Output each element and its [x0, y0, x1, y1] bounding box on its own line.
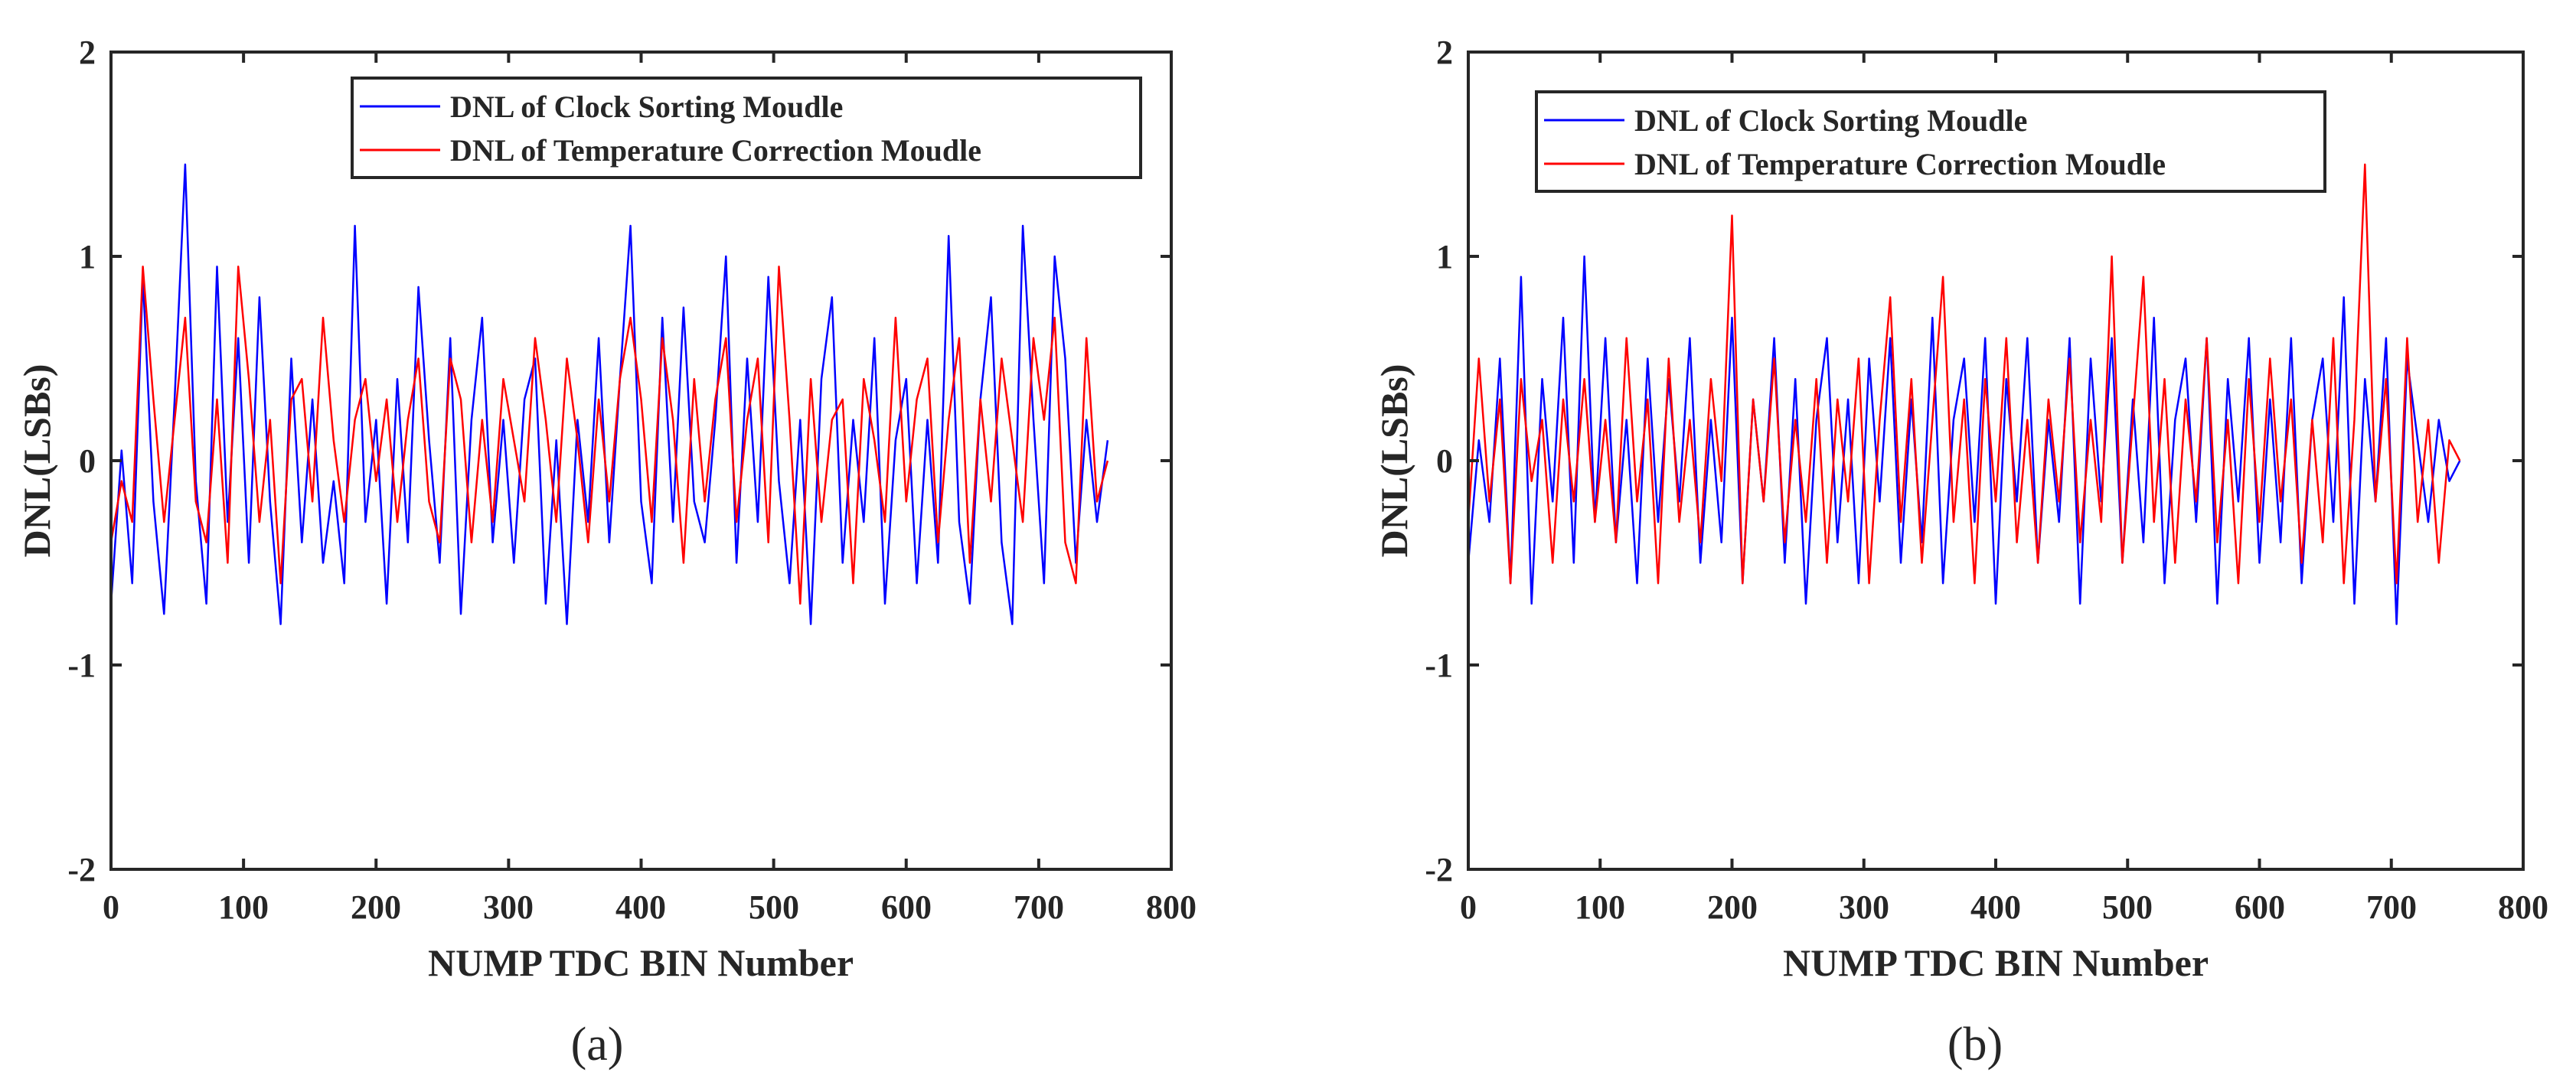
- x-tick-label: 0: [1460, 888, 1477, 926]
- x-tick-label: 300: [1839, 888, 1889, 926]
- legend-box: [1535, 90, 2326, 193]
- panel-a: 2 1 0 -1 -2 0 100 200 300 400 500 600 70…: [15, 34, 1197, 1071]
- series-line-temperature-correction: [1467, 163, 2461, 585]
- x-tick-label: 700: [1014, 888, 1064, 926]
- panel-label: (a): [571, 1019, 624, 1071]
- x-tick-label: 500: [2102, 888, 2153, 926]
- y-axis-title: DNL(LSBs): [1373, 364, 1415, 558]
- x-tick-label: 600: [2235, 888, 2285, 926]
- plot-frame: [109, 51, 1173, 871]
- series-layer: [109, 163, 1109, 625]
- x-tick-label: 400: [615, 888, 666, 926]
- x-axis-title: NUMP TDC BIN Number: [1783, 941, 2209, 984]
- y-tick-label: 2: [1436, 34, 1453, 71]
- legend: DNL of Clock Sorting Moudle DNL of Tempe…: [351, 77, 1142, 179]
- plot-frame: [1467, 51, 2525, 871]
- x-tick-label: 200: [1707, 888, 1758, 926]
- y-tick-label: -1: [67, 647, 96, 684]
- legend-label-clock-sorting: DNL of Clock Sorting Moudle: [450, 90, 843, 124]
- series-layer: [1467, 163, 2461, 625]
- y-tick-label: -1: [1425, 647, 1453, 684]
- y-tick-label: 2: [79, 34, 96, 71]
- y-axis-title: DNL(LSBs): [15, 364, 58, 558]
- y-tick-label: -2: [1425, 851, 1453, 888]
- y-tick-label: -2: [67, 851, 96, 888]
- x-tick-label: 800: [2498, 888, 2548, 926]
- series-line-clock-sorting: [1467, 255, 2461, 625]
- x-tick-label: 400: [1970, 888, 2021, 926]
- y-tick-label: 0: [1436, 442, 1453, 480]
- x-tick-label: 600: [881, 888, 932, 926]
- x-tick-label: 800: [1146, 888, 1197, 926]
- x-tick-label: 300: [483, 888, 534, 926]
- series-line-temperature-correction: [109, 266, 1109, 605]
- legend: DNL of Clock Sorting Moudle DNL of Tempe…: [1535, 90, 2326, 193]
- x-tick-label: 0: [103, 888, 119, 926]
- x-axis-title: NUMP TDC BIN Number: [428, 941, 854, 984]
- x-tick-label: 200: [351, 888, 401, 926]
- series-line-clock-sorting: [109, 163, 1109, 625]
- y-tick-label: 1: [1436, 238, 1453, 275]
- legend-label-clock-sorting: DNL of Clock Sorting Moudle: [1634, 103, 2027, 138]
- panel-label: (b): [1948, 1019, 2003, 1071]
- x-tick-label: 700: [2366, 888, 2417, 926]
- legend-label-temperature-correction: DNL of Temperature Correction Moudle: [1634, 147, 2166, 181]
- y-tick-label: 0: [79, 442, 96, 480]
- x-tick-label: 100: [1575, 888, 1625, 926]
- y-tick-label: 1: [79, 238, 96, 275]
- x-tick-label: 100: [218, 888, 269, 926]
- x-tick-label: 500: [749, 888, 799, 926]
- legend-label-temperature-correction: DNL of Temperature Correction Moudle: [450, 133, 981, 168]
- legend-box: [351, 77, 1142, 179]
- panel-b: 2 1 0 -1 -2 0 100 200 300 400 500 600 70…: [1373, 34, 2548, 1071]
